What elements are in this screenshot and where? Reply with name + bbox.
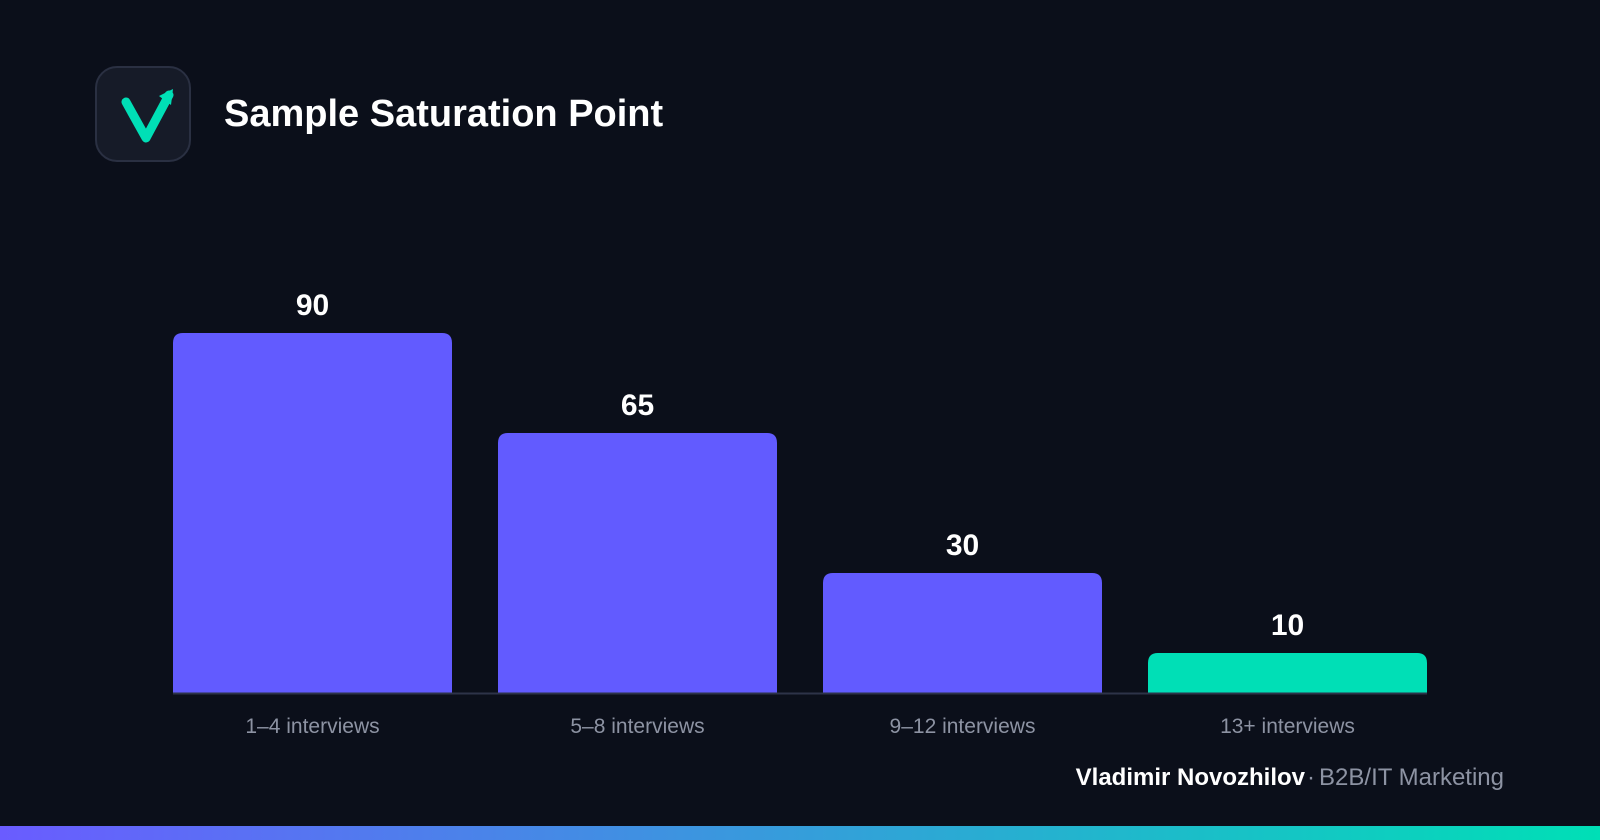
bar-1	[173, 333, 452, 693]
page-title: Sample Saturation Point	[224, 93, 664, 135]
bar-chart: 90 1–4 interviews 65 5–8 interviews 30 9–12 i…	[173, 289, 1427, 738]
footer-credit: Vladimir Novozhilov· B2B/IT Marketing	[1076, 762, 1504, 794]
bar-4	[1148, 653, 1427, 693]
author-role: B2B/IT Marketing	[1319, 764, 1504, 791]
author-name: Vladimir Novozhilov	[1075, 764, 1306, 791]
category-label-1: 1–4 interviews	[245, 715, 379, 738]
value-label-3: 30	[946, 529, 979, 562]
bar-2	[498, 433, 777, 693]
check-arrow-icon	[121, 89, 174, 143]
value-label-1: 90	[296, 289, 329, 322]
value-label-2: 65	[621, 389, 654, 422]
brand-logo	[95, 66, 191, 162]
category-label-2: 5–8 interviews	[570, 715, 704, 738]
bottom-gradient-bar	[0, 826, 1600, 840]
category-label-4: 13+ interviews	[1220, 715, 1355, 738]
bar-3	[823, 573, 1102, 693]
footer-separator: ·	[1307, 764, 1316, 791]
category-label-3: 9–12 interviews	[890, 715, 1036, 738]
value-label-4: 10	[1271, 609, 1304, 642]
